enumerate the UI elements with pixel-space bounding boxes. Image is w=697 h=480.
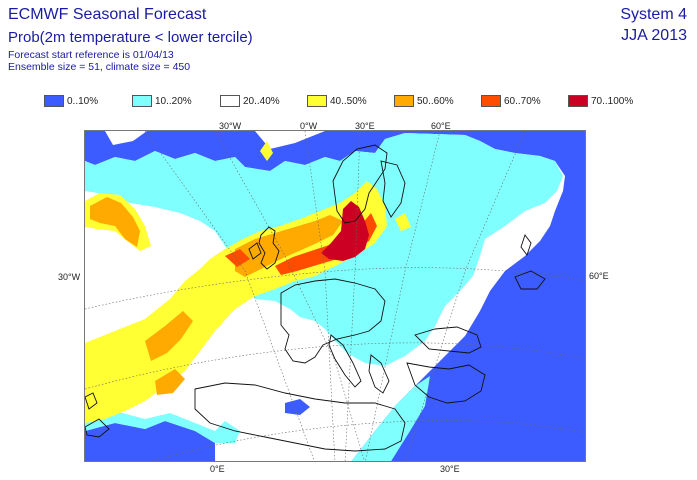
map-title: ECMWF Seasonal Forecast [8,6,207,23]
legend-label: 70..100% [591,95,634,107]
probability-map [84,130,586,462]
legend-swatch [307,95,327,107]
legend-swatch [568,95,588,107]
legend-item-0-10: 0..10% [44,94,98,108]
legend-label: 50..60% [417,95,454,107]
forecast-start-text: Forecast start reference is 01/04/13 [8,49,174,61]
legend-label: 40..50% [330,95,367,107]
season-label: JJA 2013 [621,27,687,44]
legend-swatch [394,95,414,107]
graticule-label-0w-top: 0°W [300,121,318,131]
legend-label: 60..70% [504,95,541,107]
legend-label: 10..20% [155,95,192,107]
legend-item-60-70: 60..70% [481,94,541,108]
legend-item-50-60: 50..60% [394,94,454,108]
legend-swatch [44,95,64,107]
prob-0-10-regions [85,131,585,461]
legend-swatch [481,95,501,107]
system-label: System 4 [620,6,687,23]
graticule-label-60e-top: 60°E [431,121,451,131]
graticule-label-30w-top: 30°W [219,121,242,131]
graticule-label-60e-right: 60°E [589,271,609,281]
legend-label: 20..40% [243,95,280,107]
legend-item-20-40: 20..40% [220,94,280,108]
graticule-label-30e-bottom: 30°E [440,464,460,474]
prob-60-70-regions [225,213,377,275]
map-canvas [85,131,585,461]
graticule-label-30e-top: 30°E [355,121,375,131]
legend-label: 0..10% [67,95,99,107]
legend-item-70-100: 70..100% [568,94,633,108]
legend-item-40-50: 40..50% [307,94,367,108]
graticule-lines [85,131,585,461]
map-subtitle: Prob(2m temperature < lower tercile) [8,29,253,46]
graticule-label-30w-left: 30°W [58,272,81,282]
legend-swatch [220,95,240,107]
coastlines [85,144,546,452]
legend-swatch [132,95,152,107]
ensemble-size-text: Ensemble size = 51, climate size = 450 [8,61,191,73]
graticule-label-0e-bottom: 0°E [210,464,225,474]
legend-item-10-20: 10..20% [132,94,192,108]
